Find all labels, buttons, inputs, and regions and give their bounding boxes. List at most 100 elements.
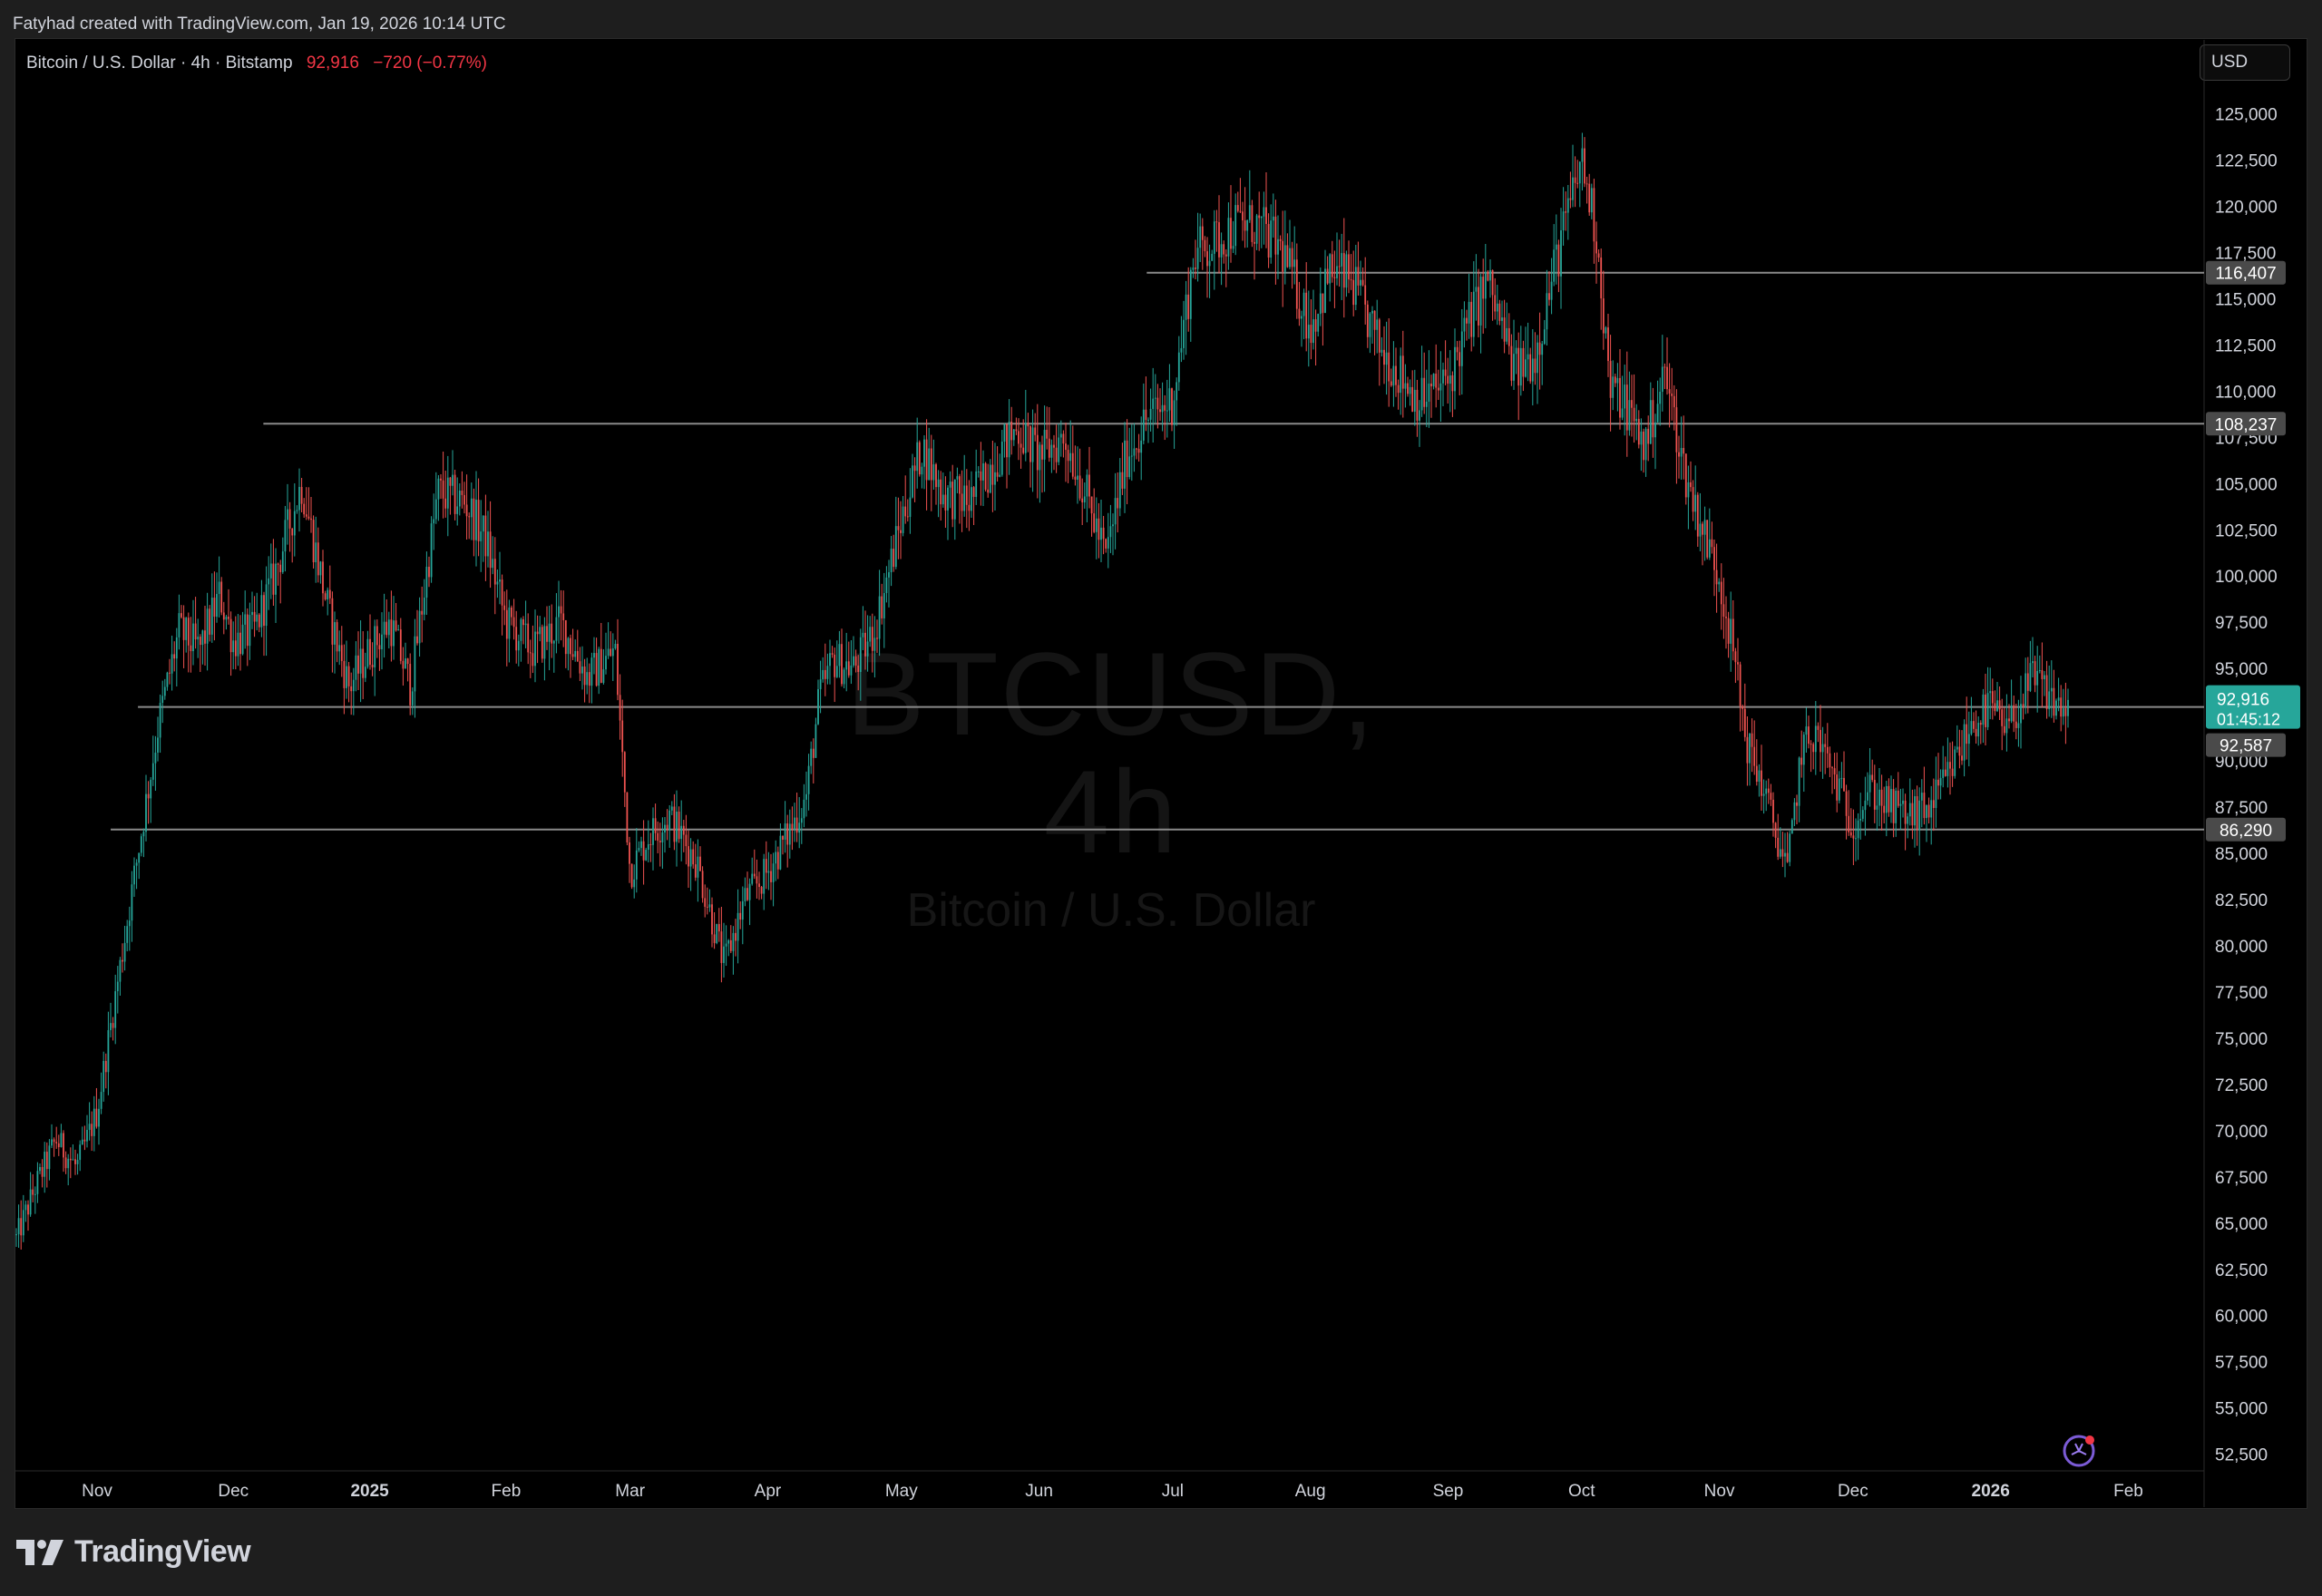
candle-body (454, 474, 456, 514)
candle-body (930, 448, 932, 481)
candle-body (1696, 494, 1699, 537)
candle-body (1286, 245, 1289, 268)
currency-button[interactable]: USD (2200, 44, 2290, 81)
candle-body (1444, 369, 1447, 376)
price-tick-label: 80,000 (2215, 938, 2268, 957)
candle-body (1914, 796, 1916, 826)
candle-body (2045, 675, 2048, 710)
candle-body (1348, 254, 1350, 280)
tradingview-logo[interactable]: TradingView (16, 1534, 251, 1570)
candle-body (1576, 182, 1579, 184)
candle-body (1088, 474, 1090, 497)
candle-body (1279, 238, 1282, 241)
candle-body (1529, 354, 1532, 382)
candle-body (357, 655, 359, 674)
candle-body (405, 658, 406, 669)
candle-body (244, 614, 247, 625)
candle-body (1204, 239, 1206, 252)
candle-body (841, 644, 843, 685)
candle-body (583, 666, 586, 686)
candle-body (442, 480, 444, 499)
candle-body (166, 672, 169, 687)
candle-body (1291, 248, 1293, 268)
candle-body (775, 852, 777, 864)
candle-body (126, 926, 129, 943)
candle-body (1892, 789, 1895, 823)
candle-body (586, 672, 589, 686)
candle-body (1986, 693, 1989, 727)
price-tick-label: 62,500 (2215, 1261, 2268, 1280)
candle-body (1649, 400, 1652, 444)
candle-body (791, 823, 794, 830)
candle-body (151, 763, 154, 780)
candle-body (664, 824, 666, 832)
candle-body (239, 632, 241, 655)
candle-body (1954, 749, 1956, 776)
sparkle-assistant-icon[interactable] (2063, 1435, 2095, 1467)
candle-body (484, 515, 487, 557)
candle-body (1871, 774, 1874, 781)
candle-body (673, 806, 676, 842)
candle-body (463, 494, 465, 505)
candle-body (1692, 487, 1694, 512)
symbol-legend[interactable]: Bitcoin / U.S. Dollar · 4h · Bitstamp 92… (26, 54, 487, 73)
candle-body (532, 653, 534, 667)
candle-body (1496, 303, 1498, 312)
candle-body (894, 526, 897, 568)
candle-body (1746, 736, 1749, 764)
candle-body (1907, 816, 1909, 824)
candle-body (1401, 355, 1404, 389)
candle-body (1625, 384, 1628, 431)
candle-body (1595, 241, 1597, 254)
candle-body (104, 1060, 107, 1073)
candle-body (192, 623, 194, 652)
candle-body (1215, 221, 1218, 223)
candle-body (110, 1023, 112, 1031)
candle-body (611, 648, 614, 657)
candle-body (1489, 269, 1491, 281)
candle-body (499, 579, 501, 582)
time-tick-label: Mar (615, 1482, 645, 1501)
level-price-label (2206, 260, 2286, 285)
candle-body (501, 579, 503, 606)
chart-pane[interactable]: Bitcoin / U.S. Dollar · 4h · Bitstamp 92… (15, 38, 2307, 1509)
candle-body (383, 621, 385, 635)
candle-body (512, 617, 515, 628)
candle-body (1734, 651, 1737, 663)
candle-body (1168, 388, 1171, 411)
candle-body (517, 640, 520, 651)
candle-body (1581, 148, 1584, 162)
candle-body (1107, 537, 1109, 549)
candle-body (246, 614, 249, 647)
candle-body (1888, 785, 1890, 813)
candle-body (1357, 267, 1360, 286)
candle-body (1607, 327, 1609, 362)
candle-body (425, 567, 428, 598)
candle-body (1899, 803, 1902, 806)
candle-body (493, 559, 496, 585)
price-tick-label: 122,500 (2215, 152, 2278, 171)
candle-body (1848, 815, 1850, 832)
candle-body (355, 655, 357, 680)
candle-body (1310, 325, 1312, 344)
candle-body (685, 834, 688, 847)
candle-body (1048, 438, 1050, 458)
candle-body (1805, 726, 1808, 735)
candle-body (328, 589, 331, 598)
candle-body (2060, 697, 2063, 717)
candle-body (1114, 498, 1117, 525)
candle-body (1619, 377, 1621, 418)
level-price-label (2206, 733, 2286, 757)
candle-body (1843, 777, 1845, 792)
candle-body (1192, 268, 1195, 270)
candle-body (20, 1218, 23, 1236)
candle-body (590, 657, 593, 686)
candle-body (81, 1139, 83, 1145)
candle-body (708, 904, 711, 908)
candle-body (159, 703, 161, 738)
candle-body (269, 563, 272, 579)
candle-body (1140, 440, 1143, 453)
candle-body (2001, 709, 2004, 726)
candle-body (605, 656, 607, 670)
